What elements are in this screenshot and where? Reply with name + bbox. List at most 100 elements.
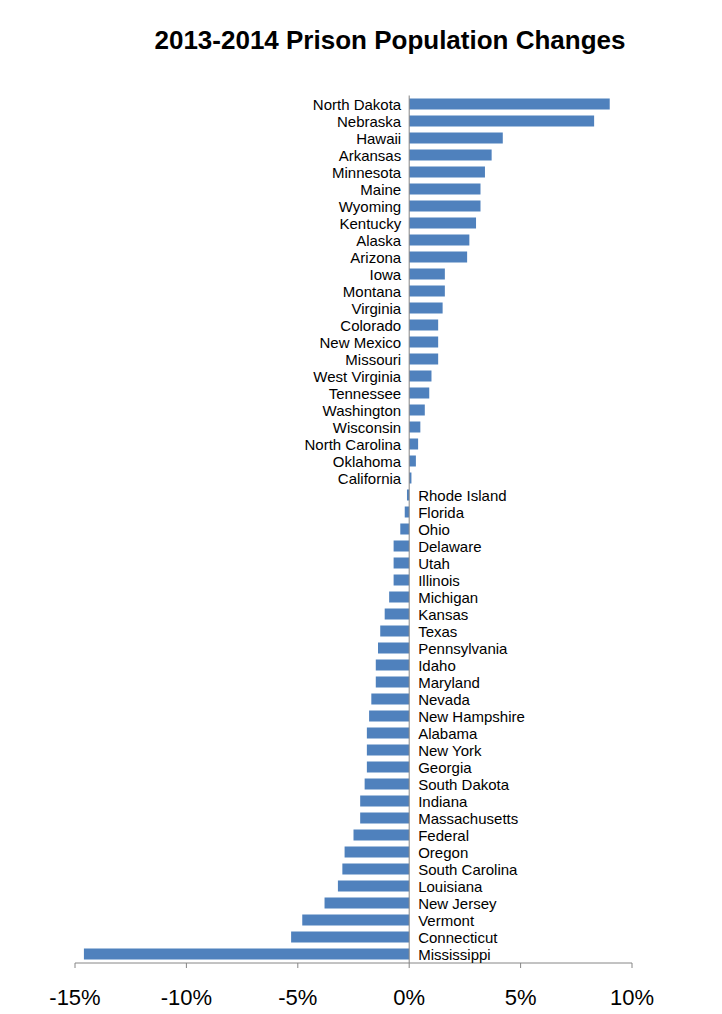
x-tick xyxy=(520,963,521,968)
bar xyxy=(409,252,467,263)
category-label: Wisconsin xyxy=(333,419,401,436)
bar xyxy=(376,660,409,671)
category-label: Colorado xyxy=(340,317,401,334)
category-label: Utah xyxy=(418,555,450,572)
category-label: Kentucky xyxy=(339,215,401,232)
title: 2013-2014 Prison Population Changes xyxy=(154,25,625,55)
bar xyxy=(371,694,409,705)
bar xyxy=(409,99,610,110)
category-label: Maryland xyxy=(418,674,480,691)
bar xyxy=(409,422,420,433)
bar xyxy=(302,915,409,926)
category-label: Wyoming xyxy=(339,198,401,215)
category-label: Vermont xyxy=(418,912,475,929)
category-label: Pennsylvania xyxy=(418,640,508,657)
bar xyxy=(394,575,410,586)
category-label: North Carolina xyxy=(304,436,401,453)
bar xyxy=(409,286,445,297)
category-label: New Jersey xyxy=(418,895,497,912)
category-label: Maine xyxy=(360,181,401,198)
x-tick-label: 0% xyxy=(393,985,425,1010)
category-label: North Dakota xyxy=(313,96,402,113)
category-label: Nebraska xyxy=(337,113,402,130)
category-label: Oklahoma xyxy=(333,453,402,470)
zero-line xyxy=(409,96,410,964)
bar xyxy=(365,779,410,790)
bar xyxy=(409,388,429,399)
bar xyxy=(354,830,410,841)
bar xyxy=(409,269,445,280)
category-label: New Mexico xyxy=(320,334,402,351)
bar xyxy=(409,133,503,144)
x-tick-label: 10% xyxy=(610,985,654,1010)
category-label: Ohio xyxy=(418,521,450,538)
bar xyxy=(345,847,410,858)
category-label: Delaware xyxy=(418,538,481,555)
x-tick xyxy=(409,963,410,968)
bar xyxy=(342,864,409,875)
category-label: Massachusetts xyxy=(418,810,518,827)
category-label: Arkansas xyxy=(339,147,402,164)
bar xyxy=(409,218,476,229)
category-label: New Hampshire xyxy=(418,708,525,725)
category-label: Hawaii xyxy=(356,130,401,147)
bar xyxy=(367,745,409,756)
x-tick xyxy=(75,963,76,968)
category-label: Nevada xyxy=(418,691,470,708)
bar xyxy=(409,150,491,161)
x-tick xyxy=(632,963,633,968)
bar xyxy=(338,881,409,892)
bar xyxy=(409,439,418,450)
bar xyxy=(409,354,438,365)
category-label: Virginia xyxy=(351,300,401,317)
bar xyxy=(409,456,416,467)
x-tick-label: 5% xyxy=(505,985,537,1010)
bar xyxy=(409,371,431,382)
category-label: Alaska xyxy=(356,232,402,249)
bar xyxy=(409,201,480,212)
bar xyxy=(409,320,438,331)
category-label: Connecticut xyxy=(418,929,498,946)
bar xyxy=(367,762,409,773)
category-label: Kansas xyxy=(418,606,468,623)
category-label: Rhode Island xyxy=(418,487,506,504)
x-tick-label: -10% xyxy=(161,985,212,1010)
bars xyxy=(84,99,610,960)
bar xyxy=(84,949,409,960)
bar xyxy=(376,677,409,688)
category-label: Arizona xyxy=(350,249,402,266)
bar xyxy=(405,507,409,518)
category-label: Idaho xyxy=(418,657,456,674)
category-label: Montana xyxy=(343,283,402,300)
bar xyxy=(409,184,480,195)
category-label: Federal xyxy=(418,827,469,844)
bar xyxy=(409,405,425,416)
x-tick-label: -5% xyxy=(278,985,317,1010)
category-label: New York xyxy=(418,742,482,759)
category-label: Mississippi xyxy=(418,946,491,963)
category-label: Illinois xyxy=(418,572,460,589)
x-tick xyxy=(297,963,298,968)
x-axis xyxy=(75,963,632,964)
bar xyxy=(394,558,410,569)
category-label: Washington xyxy=(323,402,402,419)
bar xyxy=(369,711,409,722)
bar xyxy=(409,116,594,127)
bar xyxy=(360,813,409,824)
bar xyxy=(409,337,438,348)
bar xyxy=(385,609,410,620)
category-label: Indiana xyxy=(418,793,468,810)
bar xyxy=(409,167,485,178)
x-tick-label: -15% xyxy=(49,985,100,1010)
category-label: Iowa xyxy=(370,266,402,283)
bar xyxy=(378,643,409,654)
bar xyxy=(394,541,410,552)
category-label: Tennessee xyxy=(329,385,402,402)
category-label: Louisiana xyxy=(418,878,483,895)
category-label: West Virginia xyxy=(313,368,401,385)
x-tick xyxy=(186,963,187,968)
bar xyxy=(367,728,409,739)
bar xyxy=(325,898,410,909)
category-label: Florida xyxy=(418,504,465,521)
category-label: Georgia xyxy=(418,759,472,776)
